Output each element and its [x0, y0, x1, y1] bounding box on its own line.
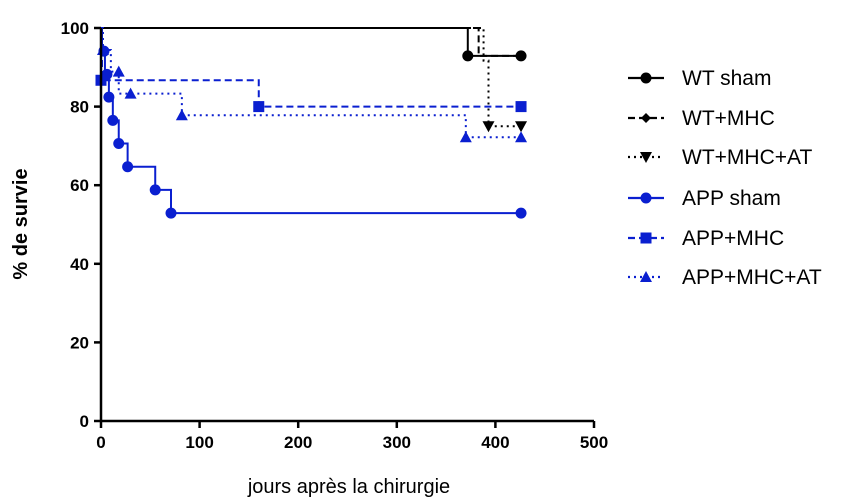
data-point — [124, 87, 137, 99]
x-tick-label: 500 — [580, 433, 608, 452]
data-point — [462, 50, 474, 62]
y-tick-label: 20 — [70, 333, 89, 352]
legend-item: WT+MHC — [628, 107, 775, 130]
x-tick-label: 400 — [481, 433, 509, 452]
y-tick-label: 60 — [70, 176, 89, 195]
x-axis-title: jours après la chirurgie — [247, 476, 450, 497]
legend-label: APP sham — [682, 187, 781, 210]
x-tick-label: 0 — [96, 433, 105, 452]
legend-label: WT+MHC — [682, 107, 775, 130]
legend-swatch-marker — [640, 192, 652, 204]
data-point — [515, 101, 527, 113]
data-point — [122, 161, 134, 173]
legend-swatch-marker — [640, 152, 652, 163]
y-tick-label: 100 — [61, 19, 89, 38]
y-tick-label: 80 — [70, 98, 89, 117]
y-tick-label: 40 — [70, 255, 89, 274]
series-5 — [95, 27, 527, 113]
legend-item: APP sham — [628, 187, 781, 210]
legend-swatch-marker — [640, 232, 652, 244]
series-1 — [101, 27, 527, 62]
y-tick-label: 0 — [80, 412, 89, 431]
legend-label: APP+MHC — [682, 227, 784, 250]
x-tick-label: 100 — [185, 433, 213, 452]
data-point — [516, 50, 527, 61]
legend: WT sham WT+MHC WT+MHC+AT APP sham APP+MHC APP… — [628, 67, 822, 289]
legend-item: WT+MHC+AT — [628, 146, 812, 169]
legend-swatch-marker — [641, 113, 651, 123]
data-point — [112, 65, 125, 77]
data-point — [175, 109, 188, 121]
series-line — [100, 27, 522, 215]
series-line — [101, 27, 522, 57]
axes: 0 20 40 60 80 100 0 100 200 300 400 500 — [61, 19, 609, 452]
series-line — [101, 27, 522, 128]
legend-item: APP+MHC — [628, 227, 784, 250]
series-6 — [96, 27, 528, 143]
plot-series — [95, 27, 528, 219]
legend-item: APP+MHC+AT — [628, 266, 822, 289]
series-3 — [101, 27, 528, 133]
legend-label: WT sham — [682, 67, 771, 90]
legend-label: WT+MHC+AT — [682, 146, 812, 169]
x-tick-label: 200 — [284, 433, 312, 452]
data-point — [482, 121, 495, 133]
data-point — [253, 101, 265, 113]
legend-label: APP+MHC+AT — [682, 266, 822, 289]
legend-item: WT sham — [628, 67, 771, 90]
series-line — [101, 27, 522, 139]
series-2 — [101, 27, 527, 61]
legend-swatch-marker — [640, 271, 652, 282]
legend-swatch-marker — [640, 72, 652, 84]
series-line — [101, 27, 522, 57]
series-line — [100, 27, 522, 108]
data-point — [149, 184, 161, 196]
data-point — [459, 131, 472, 143]
data-point — [107, 114, 119, 126]
data-point — [165, 207, 177, 219]
y-axis-title: % de survie — [10, 168, 32, 279]
data-point — [515, 131, 528, 143]
x-ticks: 0 100 200 300 400 500 — [96, 421, 608, 452]
data-point — [103, 91, 115, 103]
y-ticks: 0 20 40 60 80 100 — [61, 19, 101, 431]
data-point — [113, 138, 125, 150]
x-tick-label: 300 — [383, 433, 411, 452]
series-4 — [98, 27, 527, 219]
data-point — [515, 207, 527, 219]
data-point — [515, 121, 528, 133]
